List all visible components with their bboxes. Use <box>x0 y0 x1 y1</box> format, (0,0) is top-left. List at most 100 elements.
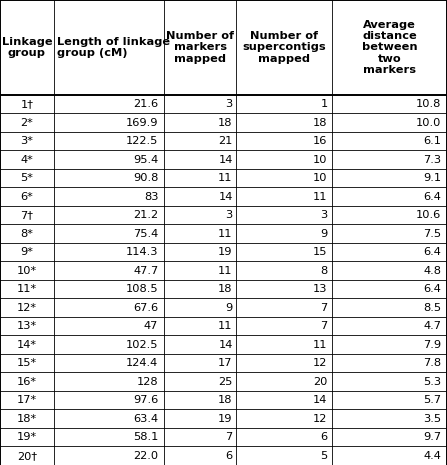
Text: 21.6: 21.6 <box>133 99 158 109</box>
Text: 75.4: 75.4 <box>133 229 158 239</box>
Text: 18: 18 <box>313 118 328 128</box>
Text: 5.3: 5.3 <box>423 377 441 387</box>
Text: 18: 18 <box>218 284 233 294</box>
Text: 3.5: 3.5 <box>423 414 441 424</box>
Text: 21.2: 21.2 <box>133 210 158 220</box>
Text: 14: 14 <box>219 192 233 202</box>
Text: 3: 3 <box>225 99 233 109</box>
Text: 58.1: 58.1 <box>133 432 158 442</box>
Text: 13: 13 <box>313 284 328 294</box>
Text: 11: 11 <box>313 340 328 350</box>
Text: 47: 47 <box>144 321 158 331</box>
Text: 19: 19 <box>218 414 233 424</box>
Text: Number of
supercontigs
mapped: Number of supercontigs mapped <box>243 31 326 64</box>
Text: 20†: 20† <box>17 451 37 461</box>
Text: 169.9: 169.9 <box>126 118 158 128</box>
Text: 124.4: 124.4 <box>126 358 158 368</box>
Text: 90.8: 90.8 <box>133 173 158 183</box>
Text: 10*: 10* <box>17 266 37 276</box>
Text: 22.0: 22.0 <box>133 451 158 461</box>
Text: 6.4: 6.4 <box>423 192 441 202</box>
Text: 3: 3 <box>225 210 233 220</box>
Text: 9.7: 9.7 <box>423 432 441 442</box>
Text: 17: 17 <box>218 358 233 368</box>
Text: 7: 7 <box>320 303 328 313</box>
Text: 8: 8 <box>320 266 328 276</box>
Text: 18: 18 <box>218 395 233 405</box>
Text: Length of linkage
group (cM): Length of linkage group (cM) <box>57 37 170 58</box>
Text: 12: 12 <box>313 414 328 424</box>
Text: 6.4: 6.4 <box>423 284 441 294</box>
Text: 63.4: 63.4 <box>133 414 158 424</box>
Text: 1†: 1† <box>21 99 34 109</box>
Text: Number of
markers
mapped: Number of markers mapped <box>166 31 234 64</box>
Text: 19*: 19* <box>17 432 37 442</box>
Text: 2*: 2* <box>21 118 33 128</box>
Text: 5*: 5* <box>21 173 34 183</box>
Text: 25: 25 <box>219 377 233 387</box>
Text: 5: 5 <box>320 451 328 461</box>
Text: 15: 15 <box>313 247 328 257</box>
Text: 8.5: 8.5 <box>423 303 441 313</box>
Text: 13*: 13* <box>17 321 37 331</box>
Text: 14: 14 <box>219 155 233 165</box>
Text: 11: 11 <box>313 192 328 202</box>
Text: 128: 128 <box>137 377 158 387</box>
Text: 16*: 16* <box>17 377 37 387</box>
Text: 20: 20 <box>313 377 328 387</box>
Text: 4.7: 4.7 <box>423 321 441 331</box>
Text: 11*: 11* <box>17 284 37 294</box>
Text: 21: 21 <box>219 136 233 146</box>
Text: 14*: 14* <box>17 340 37 350</box>
Text: 11: 11 <box>218 321 233 331</box>
Text: 14: 14 <box>313 395 328 405</box>
Text: 6*: 6* <box>21 192 33 202</box>
Text: 8*: 8* <box>21 229 34 239</box>
Text: 19: 19 <box>218 247 233 257</box>
Text: 11: 11 <box>218 173 233 183</box>
Text: 6.4: 6.4 <box>423 247 441 257</box>
Text: 5.7: 5.7 <box>423 395 441 405</box>
Text: 83: 83 <box>144 192 158 202</box>
Text: 10.8: 10.8 <box>416 99 441 109</box>
Text: 97.6: 97.6 <box>133 395 158 405</box>
Text: 4.4: 4.4 <box>423 451 441 461</box>
Text: 12: 12 <box>313 358 328 368</box>
Text: 10: 10 <box>313 155 328 165</box>
Text: 4*: 4* <box>21 155 33 165</box>
Text: 7.5: 7.5 <box>423 229 441 239</box>
Text: 1: 1 <box>320 99 328 109</box>
Text: 7.8: 7.8 <box>423 358 441 368</box>
Text: 15*: 15* <box>17 358 37 368</box>
Text: 17*: 17* <box>17 395 37 405</box>
Text: 7: 7 <box>225 432 233 442</box>
Text: 14: 14 <box>219 340 233 350</box>
Text: 7: 7 <box>320 321 328 331</box>
Text: 7.9: 7.9 <box>423 340 441 350</box>
Text: 6: 6 <box>320 432 328 442</box>
Text: 114.3: 114.3 <box>126 247 158 257</box>
Text: 7†: 7† <box>21 210 34 220</box>
Text: 7.3: 7.3 <box>423 155 441 165</box>
Text: 47.7: 47.7 <box>133 266 158 276</box>
Text: 6.1: 6.1 <box>423 136 441 146</box>
Text: 9: 9 <box>320 229 328 239</box>
Text: 10.6: 10.6 <box>416 210 441 220</box>
Text: 9: 9 <box>225 303 233 313</box>
Text: 67.6: 67.6 <box>133 303 158 313</box>
Text: 16: 16 <box>313 136 328 146</box>
Text: 18*: 18* <box>17 414 37 424</box>
Text: 108.5: 108.5 <box>126 284 158 294</box>
Text: 11: 11 <box>218 229 233 239</box>
Text: 18: 18 <box>218 118 233 128</box>
Text: 6: 6 <box>226 451 233 461</box>
Text: 9.1: 9.1 <box>423 173 441 183</box>
Text: 9*: 9* <box>21 247 34 257</box>
Text: 102.5: 102.5 <box>126 340 158 350</box>
Text: 3*: 3* <box>21 136 34 146</box>
Text: 3: 3 <box>320 210 328 220</box>
Text: 10.0: 10.0 <box>416 118 441 128</box>
Text: 12*: 12* <box>17 303 37 313</box>
Text: 122.5: 122.5 <box>126 136 158 146</box>
Text: Linkage
group: Linkage group <box>2 37 52 58</box>
